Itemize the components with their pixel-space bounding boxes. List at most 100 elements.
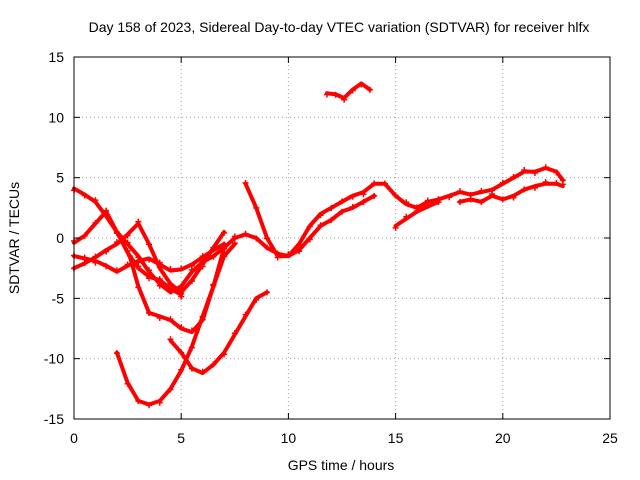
data-point (242, 311, 249, 318)
data-series (71, 81, 566, 409)
data-point (531, 184, 538, 191)
data-point (210, 282, 217, 289)
y-tick-label: 10 (48, 109, 64, 125)
data-point (81, 260, 88, 267)
data-point (81, 232, 88, 239)
data-point (156, 276, 163, 283)
data-point (135, 259, 142, 266)
data-point (126, 252, 133, 259)
data-point (435, 199, 442, 206)
data-point (349, 87, 356, 94)
data-point (521, 186, 528, 193)
data-point (403, 199, 410, 206)
y-tick-label: 5 (56, 170, 64, 186)
y-tick-label: 15 (48, 49, 64, 65)
data-point (199, 263, 206, 270)
data-point (467, 196, 474, 203)
data-point (210, 361, 217, 368)
grid (74, 57, 610, 419)
data-point (510, 173, 517, 180)
x-tick-label: 25 (602, 430, 618, 446)
data-point (371, 192, 378, 199)
data-point (103, 207, 110, 214)
data-point (92, 197, 99, 204)
data-point (559, 181, 566, 188)
data-point (231, 240, 238, 247)
data-point (188, 365, 195, 372)
data-point (360, 199, 367, 206)
series-track-8 (242, 164, 566, 261)
data-point (349, 193, 356, 200)
data-point (499, 196, 506, 203)
data-point (253, 204, 260, 211)
data-point (113, 350, 120, 357)
data-point (317, 222, 324, 229)
axis-ticks: 0 5 10 15 20 25 -15 -10 -5 0 5 10 15 (44, 49, 618, 446)
x-tick-label: 5 (177, 430, 185, 446)
data-point (210, 246, 217, 253)
data-point (124, 239, 131, 246)
data-point (221, 245, 228, 252)
data-point (103, 263, 110, 270)
x-tick-label: 10 (281, 430, 297, 446)
data-point (188, 344, 195, 351)
x-tick-label: 15 (388, 430, 404, 446)
data-point (553, 169, 560, 176)
y-tick-label: -10 (44, 351, 64, 367)
data-point (424, 202, 431, 209)
data-point (542, 164, 549, 171)
data-point (103, 248, 110, 255)
data-point (146, 256, 153, 263)
x-tick-label: 20 (495, 430, 511, 446)
data-point (274, 254, 281, 261)
data-point (306, 236, 313, 243)
data-point (323, 91, 330, 98)
data-point (253, 296, 260, 303)
data-point (542, 179, 549, 186)
y-tick-label: 0 (56, 230, 64, 246)
data-point (328, 205, 335, 212)
series-track-11 (323, 81, 373, 103)
y-axis-label: SDTVAR / TECUs (6, 182, 22, 294)
data-point (456, 188, 463, 195)
x-axis-label: GPS time / hours (288, 457, 395, 473)
data-point (489, 191, 496, 198)
data-point (210, 253, 217, 260)
data-point (135, 284, 142, 291)
data-point (341, 96, 348, 103)
data-point (199, 368, 206, 375)
data-point (146, 241, 153, 248)
data-point (366, 86, 373, 93)
data-point (381, 180, 388, 187)
data-point (553, 180, 560, 187)
data-point (178, 324, 185, 331)
data-point (178, 349, 185, 356)
data-point (456, 198, 463, 205)
data-point (242, 230, 249, 237)
data-point (178, 290, 185, 297)
data-point (221, 351, 228, 358)
data-point (167, 280, 174, 287)
data-point (146, 309, 153, 316)
data-point (349, 203, 356, 210)
series-track-7 (167, 289, 270, 376)
data-point (188, 262, 195, 269)
data-point (253, 235, 260, 242)
data-point (296, 241, 303, 248)
data-point (242, 180, 249, 187)
data-point (263, 244, 270, 251)
x-tick-label: 0 (70, 430, 78, 446)
data-point (510, 194, 517, 201)
data-point (521, 167, 528, 174)
data-point (231, 233, 238, 240)
y-tick-label: -15 (44, 411, 64, 427)
data-point (92, 219, 99, 226)
data-point (231, 330, 238, 337)
data-point (113, 267, 120, 274)
data-point (178, 265, 185, 272)
y-tick-label: -5 (52, 290, 65, 306)
data-point (81, 254, 88, 261)
data-point (167, 316, 174, 323)
chart-title: Day 158 of 2023, Sidereal Day-to-day VTE… (89, 19, 590, 35)
